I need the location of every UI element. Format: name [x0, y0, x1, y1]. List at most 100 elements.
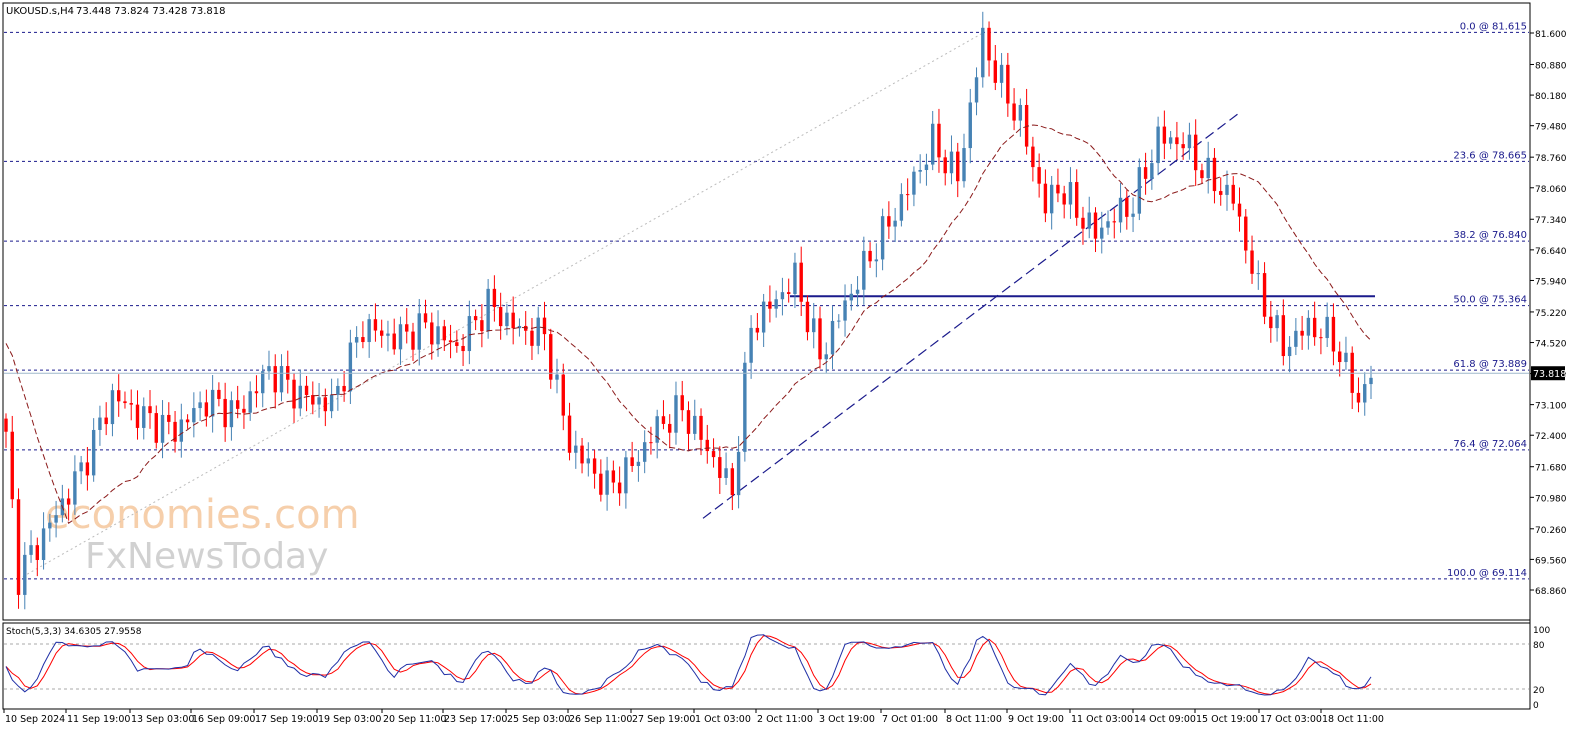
candle-body	[160, 414, 165, 443]
candle-body	[154, 413, 158, 443]
candle-body	[924, 164, 929, 171]
candle-body	[455, 342, 459, 346]
watermark-logo: economies.com	[45, 492, 360, 538]
fib-label: 76.4 @ 72.064	[1453, 439, 1527, 450]
candle-body	[1106, 221, 1110, 228]
candle-body	[85, 462, 90, 476]
candle-body	[1168, 137, 1173, 144]
candle-body	[993, 60, 998, 83]
candle-body	[1181, 144, 1185, 149]
candle-body	[574, 445, 578, 453]
candle-body	[129, 403, 133, 405]
candle-body	[1250, 250, 1254, 274]
candle-body	[148, 406, 152, 414]
candle-body	[786, 292, 791, 294]
candle-body	[736, 451, 741, 496]
candle-body	[1256, 273, 1260, 275]
price-tick-label: 80.180	[1535, 92, 1567, 102]
candle-body	[530, 330, 534, 346]
candle-body	[1225, 184, 1229, 195]
candle-body	[718, 457, 722, 478]
candle-body	[661, 416, 666, 424]
time-tick-label: 3 Oct 19:00	[819, 714, 875, 725]
candle-body	[642, 442, 647, 462]
moving-average	[5, 124, 1372, 524]
current-price-label: 73.818	[1533, 369, 1566, 380]
candle-body	[1281, 315, 1286, 357]
candle-body	[486, 288, 490, 332]
current-price-tag: 73.818	[4, 366, 1566, 381]
candle-body	[54, 515, 58, 523]
candle-body	[1363, 384, 1367, 403]
candle-body	[1131, 213, 1135, 217]
candle-body	[461, 345, 465, 352]
candle-body	[467, 316, 472, 352]
candle-body	[117, 390, 121, 402]
candle-body	[342, 385, 346, 392]
price-tick-label: 80.880	[1535, 61, 1567, 71]
candle-body	[498, 307, 503, 327]
time-tick-label: 17 Sep 19:00	[255, 714, 318, 725]
candle-body	[167, 414, 171, 422]
candle-body	[517, 325, 522, 329]
candle-body	[1075, 182, 1079, 218]
candle-body	[1006, 64, 1010, 104]
candle-body	[329, 394, 334, 412]
candle-body	[4, 418, 8, 432]
candle-body	[110, 390, 115, 425]
candle-body	[104, 417, 108, 425]
candle-body	[956, 151, 960, 182]
candle-body	[586, 458, 591, 464]
candle-body	[937, 123, 941, 158]
fib-label: 38.2 @ 76.840	[1453, 230, 1527, 241]
candle-body	[1269, 316, 1273, 329]
candle-body	[699, 415, 703, 440]
candle-body	[35, 545, 40, 560]
time-tick-label: 15 Oct 19:00	[1196, 714, 1258, 725]
candle-body	[724, 468, 728, 478]
current-price-box	[1531, 366, 1565, 381]
candle-body	[567, 415, 572, 453]
time-tick-label: 1 Oct 03:00	[695, 714, 751, 725]
price-tick-label: 77.340	[1535, 216, 1567, 226]
candle-body	[48, 522, 52, 529]
candle-body	[279, 366, 284, 393]
candle-body	[73, 471, 77, 505]
candle-body	[1056, 184, 1060, 194]
candle-body	[361, 337, 365, 343]
candle-body	[1018, 104, 1023, 121]
price-tick-label: 71.680	[1535, 464, 1567, 474]
candle-body	[210, 389, 215, 417]
candle-body	[198, 402, 202, 409]
time-tick-label: 13 Sep 03:00	[131, 714, 194, 725]
candle-body	[855, 289, 860, 294]
candle-body	[780, 292, 785, 300]
time-tick-label: 14 Oct 09:00	[1134, 714, 1196, 725]
price-tick-label: 76.640	[1535, 247, 1567, 257]
candle-body	[505, 312, 509, 327]
stoch-scale-label: 20	[1533, 686, 1545, 696]
candle-body	[1287, 346, 1292, 357]
price-tick-label: 78.060	[1535, 185, 1567, 195]
fib-label: 50.0 @ 75.364	[1453, 295, 1527, 306]
candle-body	[16, 499, 21, 595]
candle-body	[849, 293, 853, 301]
candle-body	[323, 397, 328, 412]
time-tick-label: 11 Oct 03:00	[1071, 714, 1133, 725]
candle-body	[1125, 197, 1129, 217]
price-tick-label: 75.940	[1535, 277, 1567, 287]
price-tick-label: 75.220	[1535, 309, 1567, 319]
candle-body	[943, 157, 947, 174]
candle-body	[185, 419, 190, 423]
candle-body	[743, 362, 747, 452]
symbol-label: UKOUSD.s,H4	[6, 6, 74, 17]
candle-body	[98, 417, 102, 430]
ascending-trendline	[702, 113, 1239, 519]
candle-body	[386, 333, 390, 336]
candle-body	[1012, 103, 1016, 121]
overlay-lines	[18, 32, 1375, 580]
time-tick-label: 9 Oct 19:00	[1008, 714, 1064, 725]
candle-body	[999, 64, 1004, 83]
